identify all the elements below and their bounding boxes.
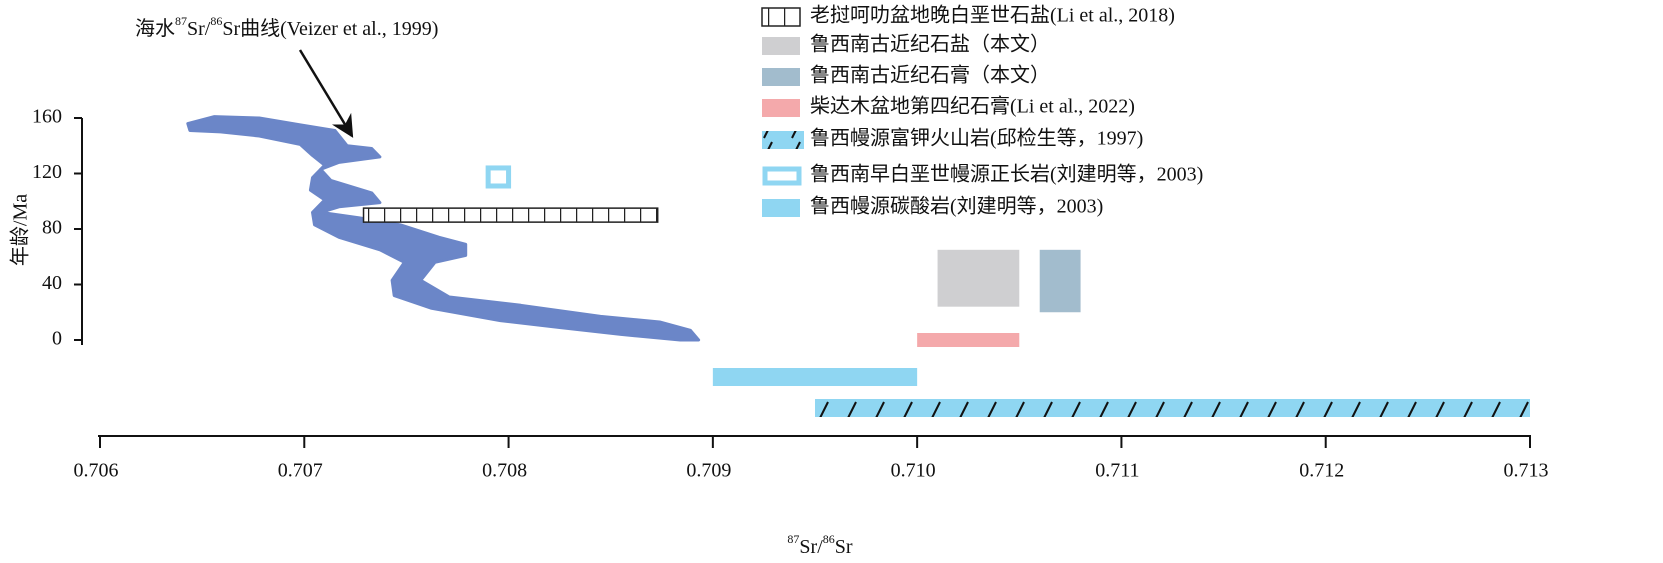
legend-swatch [762, 199, 800, 217]
legend-swatch [762, 68, 800, 86]
x-tick-label: 0.710 [891, 460, 936, 482]
x-label-part: 86 [823, 532, 835, 546]
y-tick-label: 0 [52, 328, 62, 350]
x-tick-label: 0.712 [1299, 460, 1344, 482]
x-tick-label: 0.706 [74, 460, 119, 482]
x-tick-label: 0.709 [686, 460, 731, 482]
y-tick-label: 120 [32, 161, 62, 183]
legend-swatch [762, 37, 800, 55]
legend-swatch [762, 131, 804, 149]
legend-swatch [761, 7, 801, 27]
annotation-part: 87 [175, 14, 187, 28]
range-bar [917, 333, 1020, 347]
y-tick-label: 80 [42, 217, 62, 239]
legend-label: 鲁西南古近纪石盐（本文） [810, 33, 1050, 56]
legend-label: 鲁西南古近纪石膏（本文） [810, 64, 1050, 87]
x-label-part: Sr/ [799, 536, 823, 558]
range-bar [712, 368, 918, 386]
legend-label: 鲁西南早白垩世幔源正长岩(刘建明等，2003) [810, 163, 1203, 186]
range-bar [1039, 249, 1081, 313]
range-bar [937, 249, 1020, 307]
annotation-part: 海水 [135, 17, 175, 40]
x-label-part: Sr [835, 536, 853, 558]
y-tick-label: 40 [42, 272, 62, 294]
x-tick-label: 0.713 [1504, 460, 1549, 482]
legend-swatch [762, 166, 802, 186]
annotation-part: Sr曲线(Veizer et al., 1999) [222, 17, 438, 40]
x-axis-label: 87Sr/86Sr [787, 532, 852, 558]
range-bar [815, 399, 1530, 417]
legend-label: 老挝呵叻盆地晚白垩世石盐(Li et al., 2018) [810, 4, 1175, 27]
x-tick-label: 0.711 [1095, 460, 1139, 482]
range-bar [485, 165, 512, 189]
legend-label: 鲁西幔源碳酸岩(刘建明等，2003) [810, 195, 1103, 218]
range-bar [362, 207, 659, 223]
y-axis-label: 年龄/Ma [9, 194, 32, 266]
legend-label: 鲁西幔源富钾火山岩(邱检生等，1997) [810, 127, 1143, 150]
annotation-part: Sr/ [187, 18, 211, 40]
x-tick-label: 0.707 [278, 460, 323, 482]
annotation-part: 86 [210, 14, 222, 28]
x-label-part: 87 [787, 532, 799, 546]
legend-swatch [762, 99, 800, 117]
legend-label: 柴达木盆地第四纪石膏(Li et al., 2022) [810, 95, 1135, 118]
y-tick-label: 160 [32, 106, 62, 128]
annotation-arrow [298, 49, 354, 138]
annotation: 海水87Sr/86Sr曲线(Veizer et al., 1999) [135, 14, 438, 40]
seawater-curve [186, 115, 701, 342]
x-tick-label: 0.708 [482, 460, 527, 482]
